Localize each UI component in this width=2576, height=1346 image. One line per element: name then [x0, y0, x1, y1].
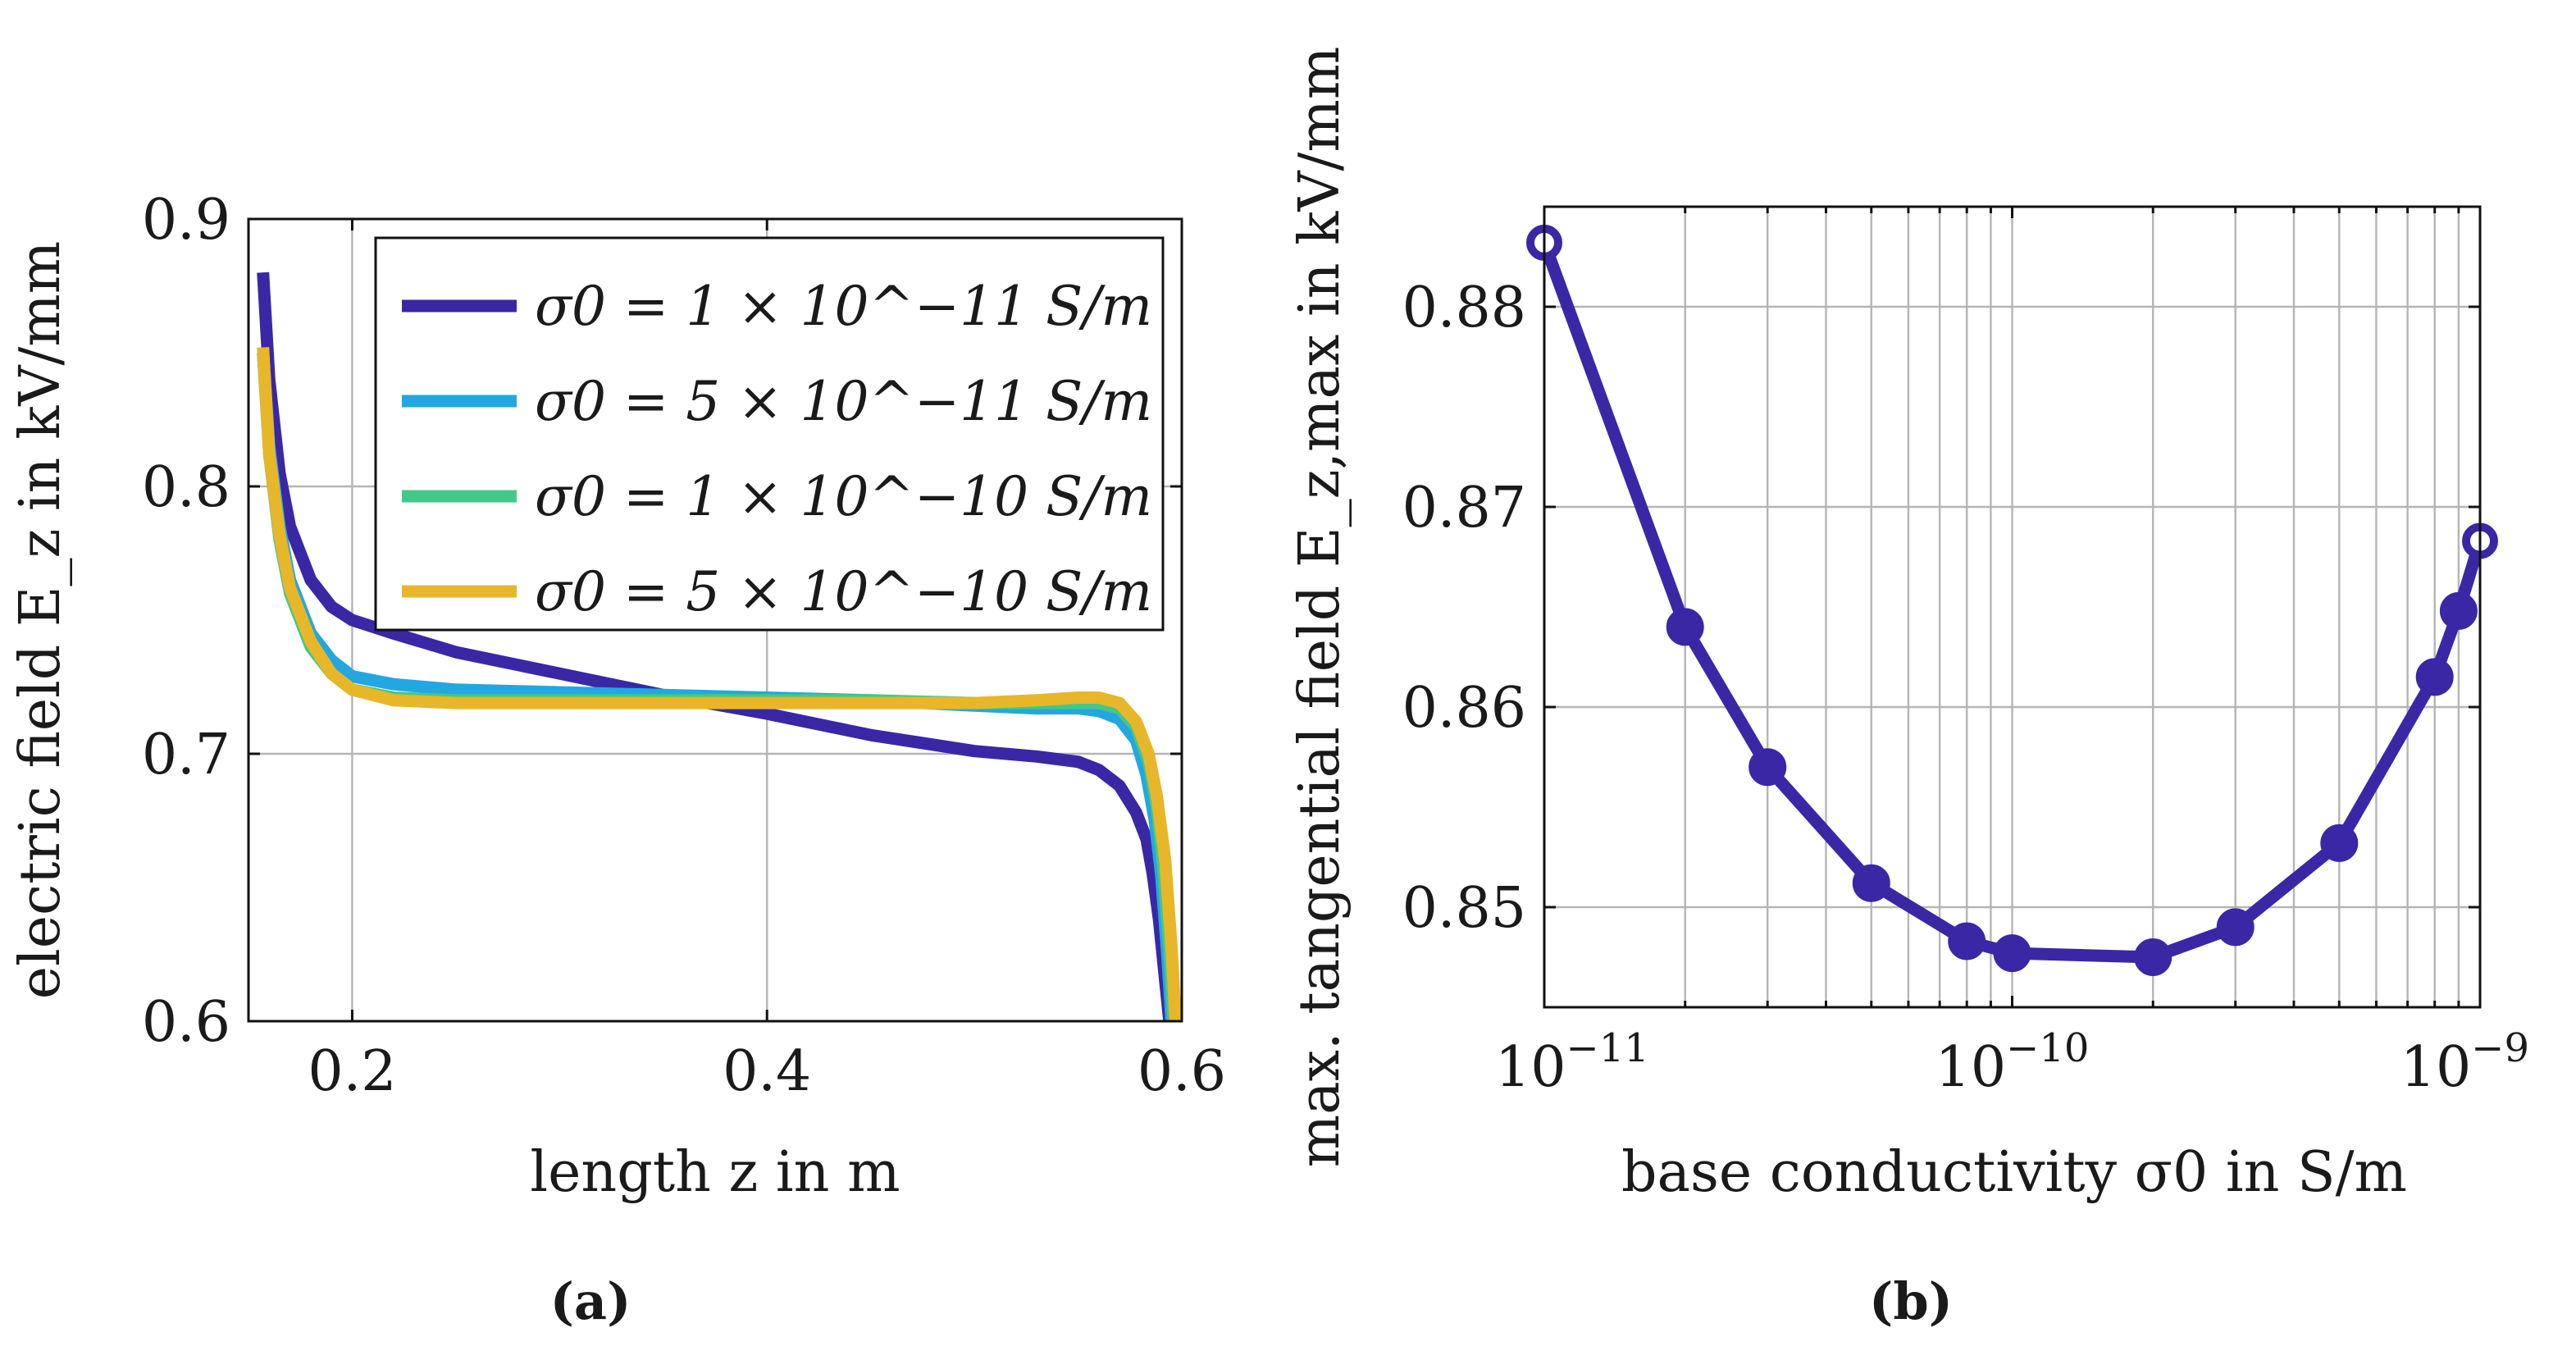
- chart-a-x-tick-label: 0.4: [723, 1039, 811, 1104]
- chart-a-y-tick-label: 0.9: [142, 188, 230, 253]
- chart-b-y-tick-label: 0.87: [1402, 476, 1526, 541]
- chart-b-data-point: [1748, 748, 1787, 787]
- chart-b: 10−11 10−10 10−9 0.85 0.86 0.87 0.88 base cond…: [1288, 47, 2529, 1331]
- chart-b-ticks: 10−11 10−10 10−9 0.85 0.86 0.87 0.88: [1402, 207, 2529, 1100]
- chart-a-legend: σ0 = 1 × 10^−11 S/m σ0 = 5 × 10^−11 S/m …: [374, 236, 1165, 632]
- legend-label-2: σ0 = 5 × 10^−11 S/m: [535, 370, 1152, 433]
- chart-b-data-point: [1852, 864, 1890, 902]
- chart-b-data-point: [2320, 824, 2359, 862]
- chart-b-data-point: [2134, 938, 2173, 976]
- chart-a-y-tick-label: 0.8: [142, 455, 230, 520]
- chart-b-series: [1526, 224, 2498, 976]
- chart-b-x-tick-label: 10−10: [1935, 1025, 2090, 1100]
- chart-a-y-axis-label: electric field E_z in kV/mm: [8, 241, 73, 1000]
- chart-a-plot-frame: [247, 217, 1183, 1023]
- chart-b-y-axis-label: max. tangential field E_z,max in kV/mm: [1288, 47, 1352, 1168]
- chart-b-x-tick-label: 10−9: [2400, 1025, 2529, 1100]
- chart-b-x-axis-label: base conductivity σ0 in S/m: [1621, 1140, 2407, 1205]
- chart-b-data-point: [2439, 591, 2478, 630]
- legend-label-3: σ0 = 1 × 10^−10 S/m: [535, 465, 1152, 528]
- chart-a-x-tick-label: 0.6: [1138, 1039, 1226, 1104]
- chart-a-x-axis-label: length z in m: [530, 1140, 900, 1205]
- chart-b-y-tick-label: 0.85: [1402, 876, 1526, 941]
- chart-b-y-tick-label: 0.86: [1402, 676, 1526, 741]
- chart-a-x-tick-label: 0.2: [308, 1039, 396, 1104]
- chart-a-y-tick-label: 0.6: [142, 990, 230, 1055]
- chart-b-x-tick-label: 10−11: [1495, 1025, 1649, 1100]
- chart-b-data-point: [1948, 922, 1986, 960]
- chart-a-series: [257, 271, 1182, 1022]
- chart-b-grid: [1543, 207, 2482, 1007]
- chart-a: 0.2 0.4 0.6 0.6 0.7 0.8 0.9 σ0 = 1 × 10^−11 S/…: [8, 188, 1226, 1331]
- legend-label-1: σ0 = 1 × 10^−11 S/m: [535, 275, 1152, 338]
- chart-a-caption: (a): [550, 1271, 631, 1331]
- chart-a-y-tick-label: 0.7: [142, 723, 230, 787]
- legend-label-4: σ0 = 5 × 10^−10 S/m: [535, 560, 1152, 623]
- chart-b-data-point: [2216, 908, 2255, 947]
- chart-b-data-point: [1666, 608, 1704, 646]
- chart-b-caption: (b): [1869, 1271, 1953, 1331]
- chart-b-data-point: [1993, 934, 2031, 973]
- chart-a-series-line-4: [257, 347, 1182, 1022]
- chart-b-y-tick-label: 0.88: [1402, 276, 1526, 340]
- chart-a-series-line-1: [257, 271, 1176, 1022]
- chart-b-data-point: [2415, 658, 2454, 696]
- chart-a-ticks: 0.2 0.4 0.6 0.6 0.7 0.8 0.9: [142, 188, 1226, 1104]
